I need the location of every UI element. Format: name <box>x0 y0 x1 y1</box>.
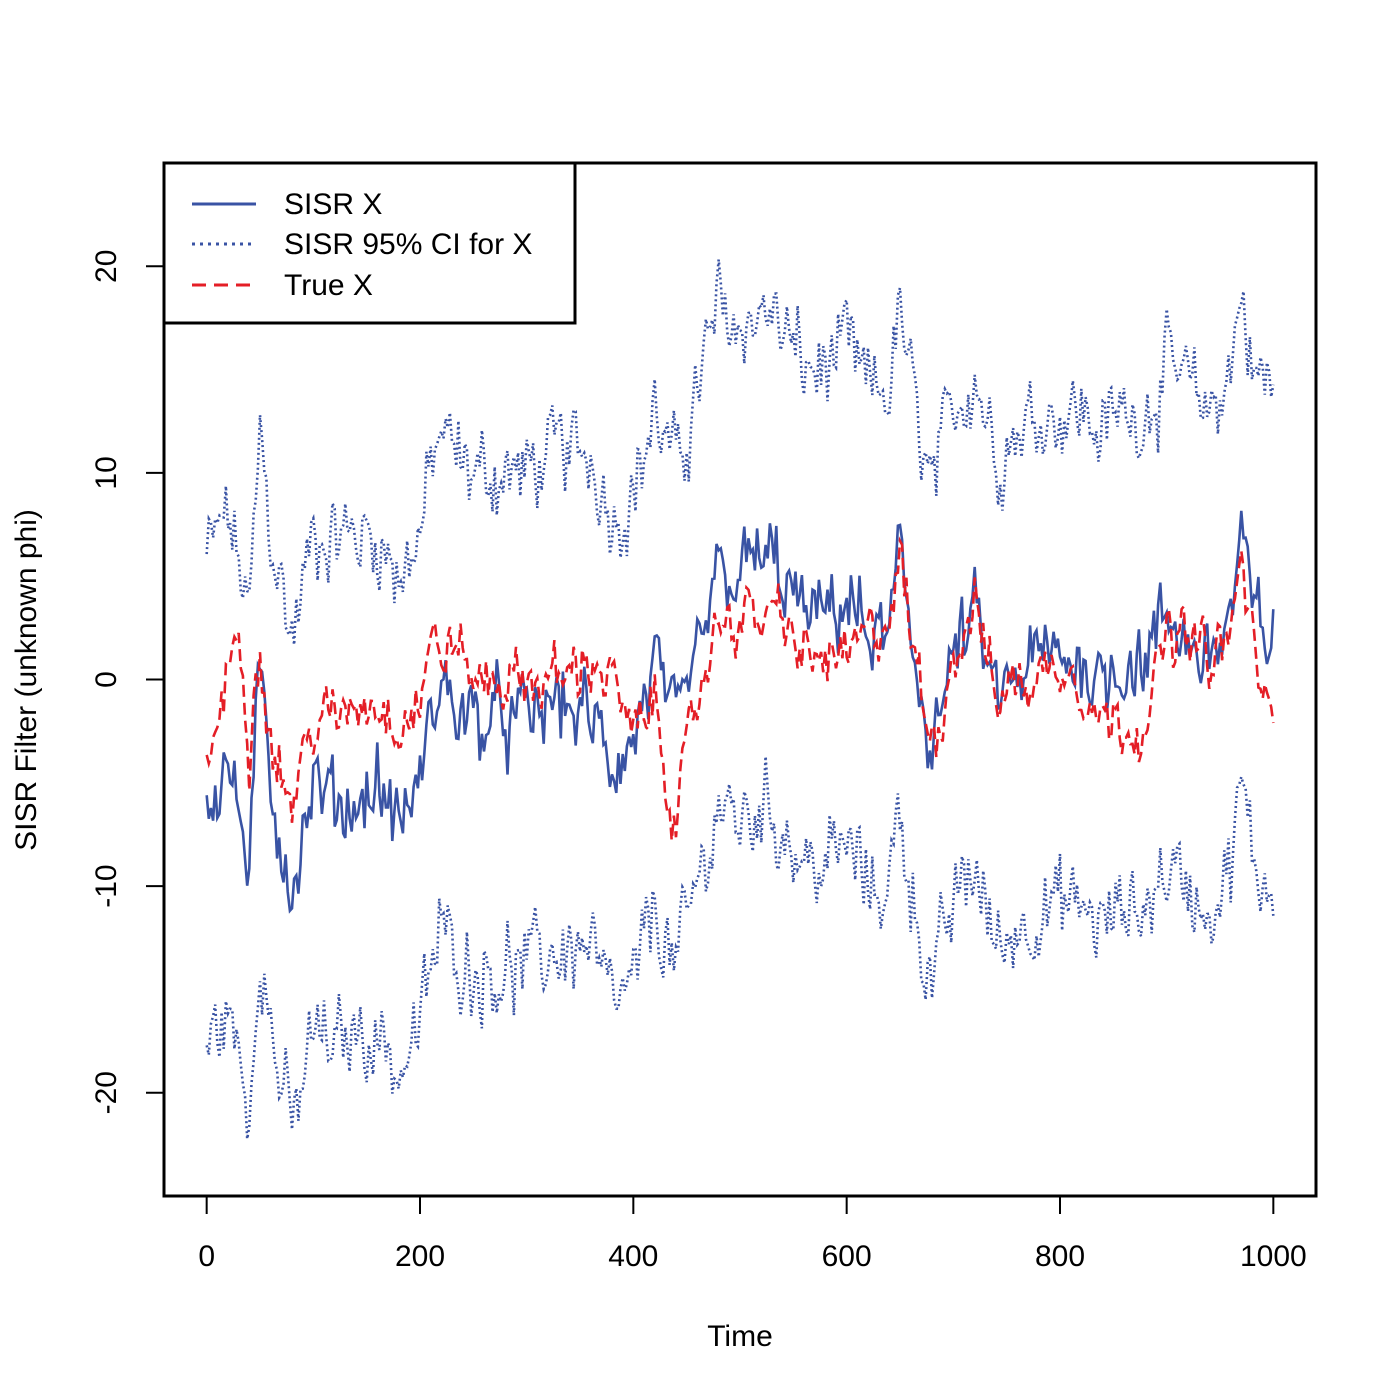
x-axis: 0 200 400 600 800 1000 <box>198 1195 1307 1273</box>
x-tick-label: 0 <box>198 1240 215 1273</box>
series-true-x-line <box>205 536 1275 841</box>
y-tick-label: -10 <box>90 864 123 907</box>
y-axis: -20 -10 0 10 20 <box>90 250 165 1114</box>
legend-label-true-x: True X <box>284 269 373 302</box>
series-sisr-ci-lower-line <box>205 756 1275 1140</box>
series-sisr-ci-upper-line <box>205 259 1275 645</box>
x-tick-label: 1000 <box>1240 1240 1307 1273</box>
y-tick-label: 0 <box>90 671 123 688</box>
x-tick-label: 200 <box>395 1240 445 1273</box>
legend-label-sisr-x: SISR X <box>284 188 382 221</box>
y-tick-label: -20 <box>90 1071 123 1114</box>
x-tick-label: 600 <box>822 1240 872 1273</box>
series-sisr-x-line <box>205 510 1275 914</box>
y-tick-label: 20 <box>90 250 123 283</box>
x-tick-label: 800 <box>1035 1240 1085 1273</box>
series-layer <box>205 259 1275 1140</box>
y-axis-title: SISR Filter (unknown phi) <box>10 509 43 851</box>
x-axis-title: Time <box>707 1320 773 1353</box>
x-tick-label: 400 <box>608 1240 658 1273</box>
legend: SISR X SISR 95% CI for X True X <box>162 161 577 325</box>
legend-label-sisr-ci: SISR 95% CI for X <box>284 228 532 261</box>
y-tick-label: 10 <box>90 456 123 489</box>
